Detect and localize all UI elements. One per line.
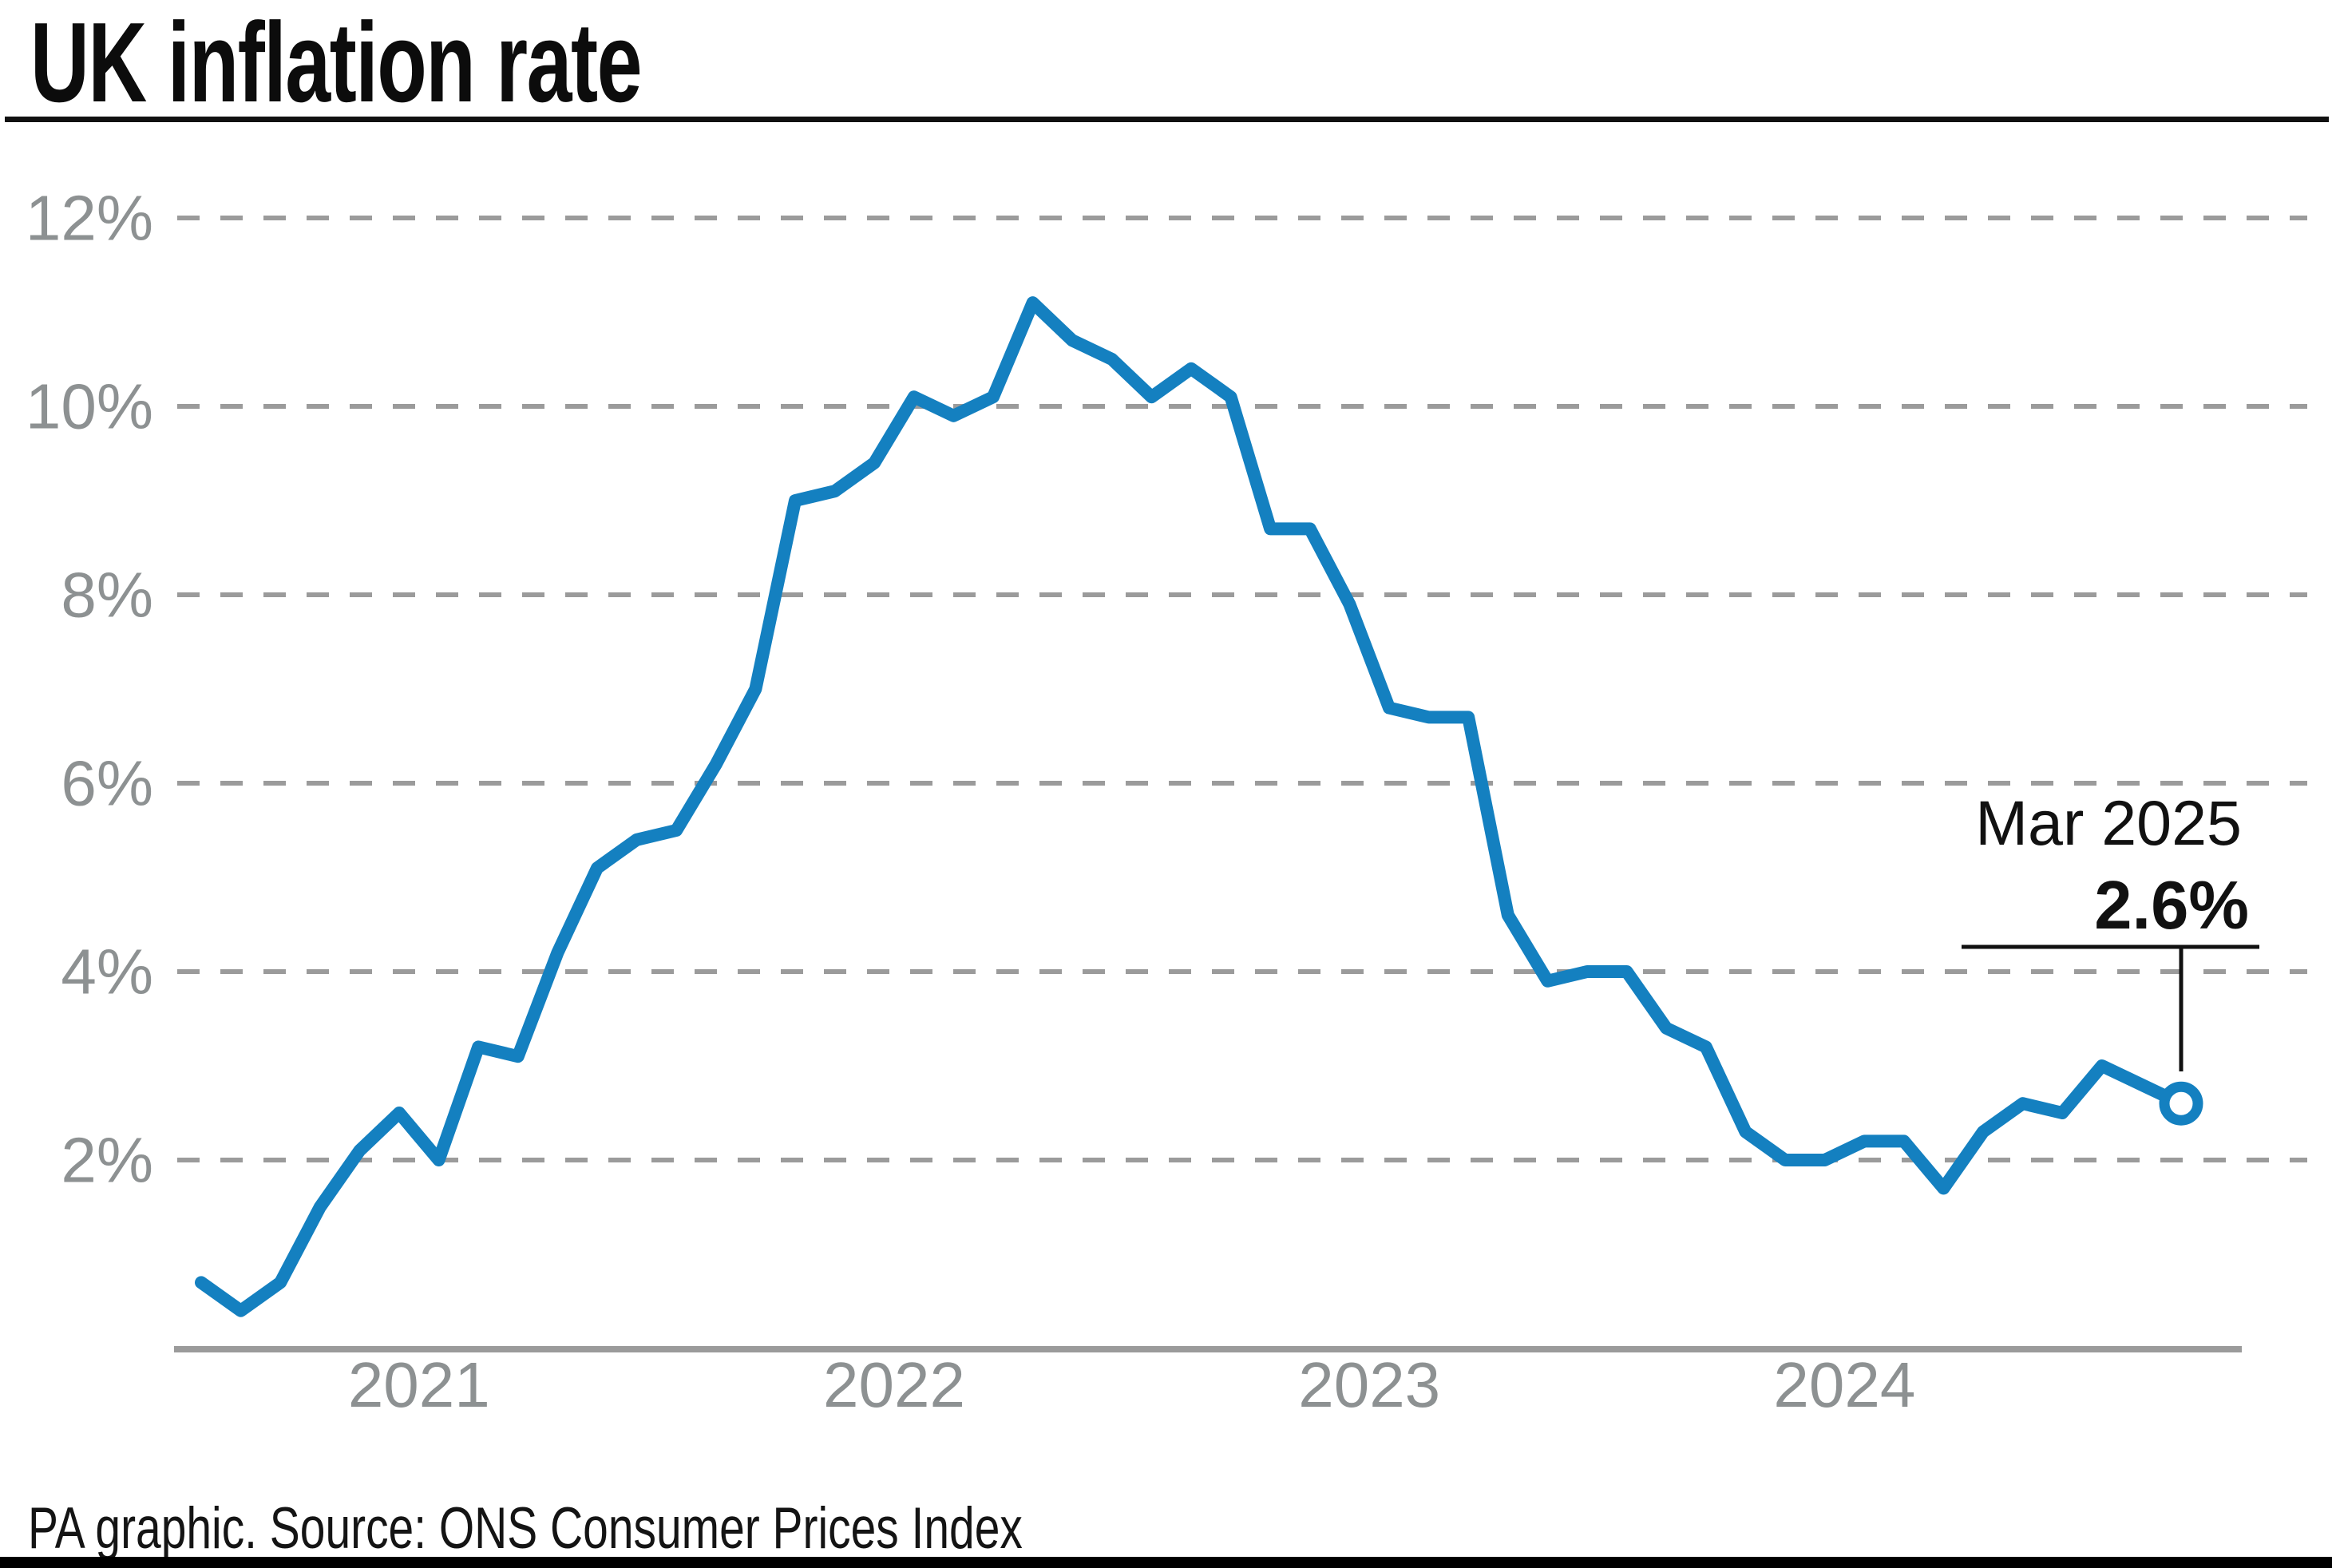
end-point-marker (2159, 1081, 2203, 1126)
inflation-line-series (195, 296, 2187, 1317)
y-axis-label-8: 8% (61, 560, 153, 631)
annotation-date-label: Mar 2025 (1975, 787, 2242, 858)
page-title: UK inflation rate (30, 0, 643, 126)
y-axis-label-4: 4% (61, 936, 153, 1008)
x-axis-label-2023: 2023 (1298, 1349, 1440, 1420)
source-caption: PA graphic. Source: ONS Consumer Prices … (28, 1496, 1023, 1561)
title-divider-rule (5, 117, 2329, 122)
y-axis-label-6: 6% (61, 748, 153, 819)
y-axis-label-12: 12% (26, 183, 153, 254)
y-axis-label-10: 10% (26, 371, 153, 442)
x-axis-label-2021: 2021 (348, 1349, 490, 1420)
annotation-value-label: 2.6% (2094, 868, 2249, 944)
x-axis-label-2024: 2024 (1773, 1349, 1915, 1420)
x-axis-label-2022: 2022 (823, 1349, 965, 1420)
bottom-edge-bar (0, 1557, 2332, 1568)
y-axis-label-2: 2% (61, 1125, 153, 1196)
